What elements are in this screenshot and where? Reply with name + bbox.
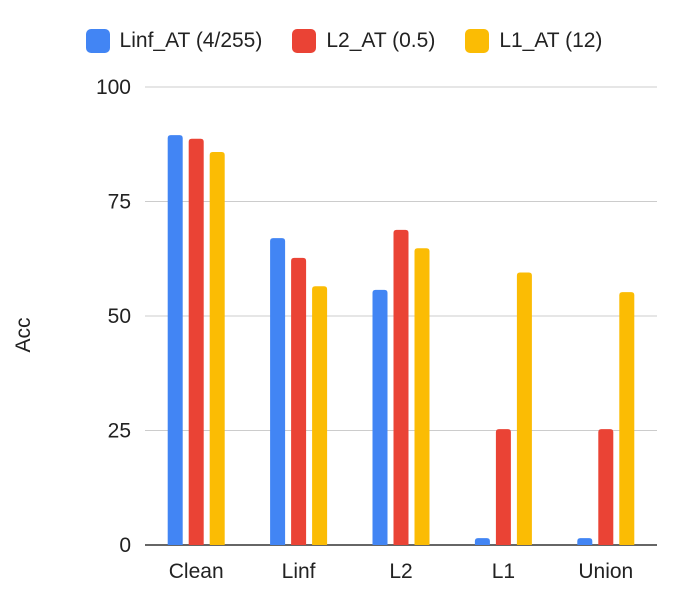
legend-swatch-l2-at xyxy=(292,29,317,53)
legend-label-linf-at: Linf_AT (4/255) xyxy=(119,29,263,52)
y-tick-label: 25 xyxy=(108,420,131,443)
bar-l1-series-2 xyxy=(495,429,511,545)
bar-l2-series-1 xyxy=(372,289,388,545)
legend-item-l1-at: L1_AT (12) xyxy=(465,29,602,53)
x-tick-label: Clean xyxy=(169,560,224,583)
bar-union-series-2 xyxy=(598,429,614,545)
legend-item-l2-at: L2_AT (0.5) xyxy=(292,29,435,53)
bar-union-series-1 xyxy=(577,538,593,545)
legend-swatch-linf-at xyxy=(85,29,110,53)
bar-l1-series-3 xyxy=(516,272,532,545)
x-tick-label: Linf xyxy=(282,560,316,583)
legend-swatch-l1-at xyxy=(465,29,490,53)
x-tick-label: L1 xyxy=(492,560,515,583)
bar-l2-series-3 xyxy=(414,248,430,545)
x-tick-label: L2 xyxy=(389,560,412,583)
bar-union-series-3 xyxy=(619,292,635,545)
x-tick-label: Union xyxy=(578,560,633,583)
legend: Linf_AT (4/255) L2_AT (0.5) L1_AT (12) xyxy=(0,29,688,53)
bar-linf-series-1 xyxy=(270,238,286,545)
bar-linf-series-2 xyxy=(291,257,307,545)
y-tick-label: 100 xyxy=(96,76,131,99)
bar-clean-series-3 xyxy=(209,152,225,545)
legend-label-l2-at: L2_AT (0.5) xyxy=(326,29,436,52)
bar-linf-series-3 xyxy=(312,286,328,545)
bar-clean-series-1 xyxy=(167,135,183,545)
legend-item-linf-at: Linf_AT (4/255) xyxy=(85,29,263,53)
bar-l1-series-1 xyxy=(474,538,490,545)
y-tick-label: 75 xyxy=(108,191,131,214)
y-tick-label: 50 xyxy=(108,305,131,328)
legend-label-l1-at: L1_AT (12) xyxy=(499,29,603,52)
bar-l2-series-2 xyxy=(393,229,409,545)
y-tick-label: 0 xyxy=(119,534,131,557)
bar-clean-series-2 xyxy=(188,138,204,545)
